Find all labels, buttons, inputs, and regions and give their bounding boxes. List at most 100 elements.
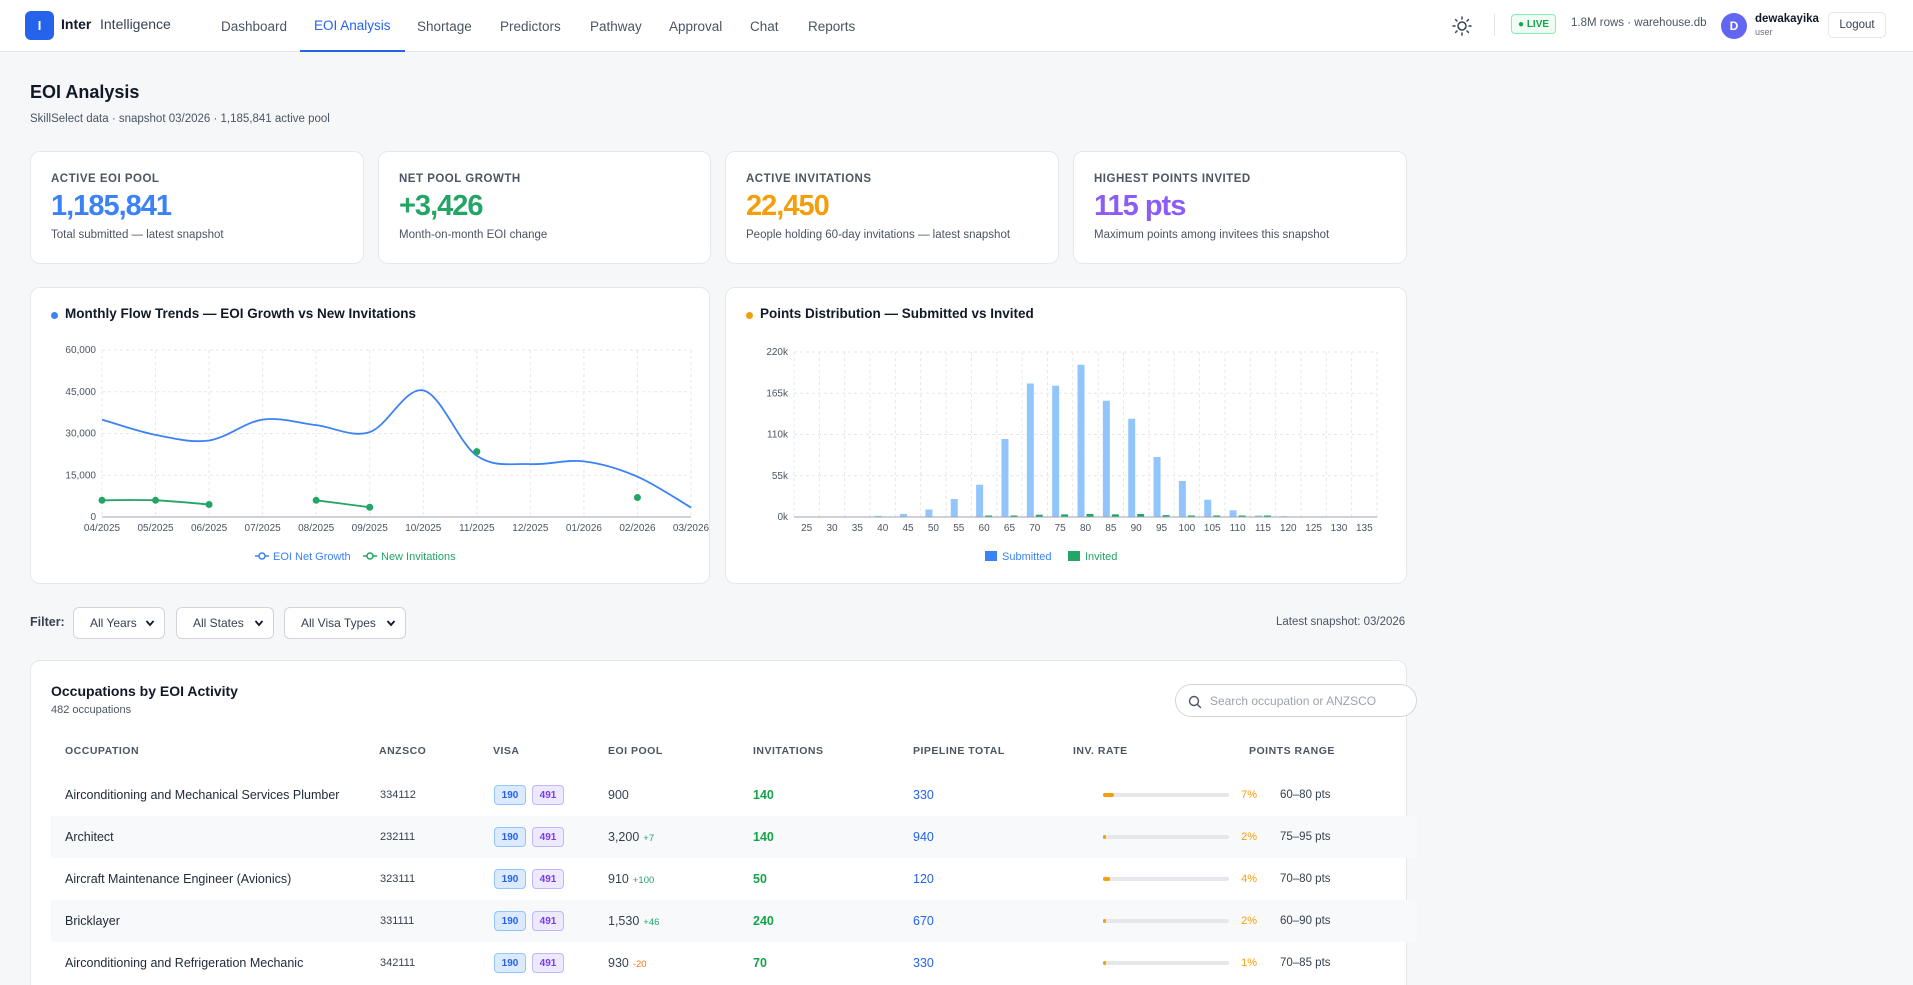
legend-label: EOI Net Growth xyxy=(273,551,351,563)
column-header-occupation[interactable]: OCCUPATION xyxy=(65,745,140,757)
bar-invited xyxy=(1213,515,1221,517)
kpi-description: Total submitted — latest snapshot xyxy=(51,229,224,241)
x-tick-label: 09/2025 xyxy=(352,523,389,534)
y-tick-label: 55k xyxy=(772,471,789,482)
x-tick-label: 35 xyxy=(852,523,864,534)
inv-rate-bar-fill xyxy=(1103,919,1107,923)
column-header-anzsco[interactable]: ANZSCO xyxy=(379,745,427,757)
occupation-cell[interactable]: Architect xyxy=(65,830,114,844)
invitations-cell: 50 xyxy=(753,872,767,886)
nav-approval[interactable]: Approval xyxy=(669,18,723,34)
bar-invited xyxy=(1162,515,1170,517)
logout-button[interactable]: Logout xyxy=(1828,12,1886,38)
x-tick-label: 05/2025 xyxy=(137,523,174,534)
occupation-cell[interactable]: Bricklayer xyxy=(65,914,120,928)
column-header-inv-rate[interactable]: INV. RATE xyxy=(1073,745,1128,757)
legend-label: Invited xyxy=(1085,551,1117,563)
nav-shortage[interactable]: Shortage xyxy=(417,18,472,34)
inv-rate-bar xyxy=(1103,877,1229,881)
occupation-cell[interactable]: Airconditioning and Refrigeration Mechan… xyxy=(65,956,304,970)
nav-dashboard[interactable]: Dashboard xyxy=(221,18,288,34)
y-tick-label: 165k xyxy=(766,388,789,399)
latest-snapshot: Latest snapshot: 03/2026 xyxy=(1276,616,1406,628)
nav-eoi-analysis[interactable]: EOI Analysis xyxy=(300,0,405,52)
pipeline-total-cell: 330 xyxy=(913,956,934,970)
state-select[interactable]: All States xyxy=(176,607,274,639)
series-line-eoi-net-growth xyxy=(101,389,692,509)
search-input[interactable] xyxy=(1210,691,1405,711)
table-row[interactable]: Bricklayer 331111 190 491 1,530 +46 240 670 2% 60… xyxy=(51,900,1417,942)
filter-label: Filter: xyxy=(30,615,65,629)
x-tick-label: 100 xyxy=(1179,523,1196,534)
table-row[interactable]: Airconditioning and Refrigeration Mechan… xyxy=(51,942,1417,984)
eoi-pool-cell: 900 xyxy=(608,788,633,802)
x-tick-label: 30 xyxy=(826,523,838,534)
x-tick-label: 85 xyxy=(1105,523,1117,534)
inv-rate-cell: 2% xyxy=(1241,915,1257,927)
y-tick-label: 220k xyxy=(766,347,789,358)
state-select-value: All States xyxy=(193,616,244,630)
kpi-description: Maximum points among invitees this snaps… xyxy=(1094,229,1330,241)
column-header-invitations[interactable]: INVITATIONS xyxy=(753,745,824,757)
bar-invited xyxy=(1061,514,1069,517)
eoi-pool-value: 3,200 xyxy=(608,830,640,844)
live-badge: ● LIVE xyxy=(1511,14,1557,34)
bar-submitted xyxy=(1077,364,1085,517)
data-point xyxy=(633,494,641,502)
kpi-value: 1,185,841 xyxy=(51,190,172,222)
theme-toggle-sun-icon[interactable] xyxy=(1451,15,1473,37)
points-distribution-chart-card: Points Distribution — Submitted vs Invit… xyxy=(725,287,1407,584)
legend-swatch xyxy=(366,552,374,560)
bar-invited xyxy=(1035,514,1043,517)
column-header-points-range[interactable]: POINTS RANGE xyxy=(1249,745,1335,757)
occupation-cell[interactable]: Aircraft Maintenance Engineer (Avionics) xyxy=(65,872,292,886)
nav-reports[interactable]: Reports xyxy=(808,18,856,34)
invitations-cell: 140 xyxy=(753,830,774,844)
visa-type-select[interactable]: All Visa Types xyxy=(284,607,406,639)
search-box[interactable] xyxy=(1175,684,1417,717)
bar-submitted xyxy=(1204,499,1212,517)
column-header-eoi-pool[interactable]: EOI POOL xyxy=(608,745,663,757)
column-header-pipeline-total[interactable]: PIPELINE TOTAL xyxy=(913,745,1005,757)
table-row[interactable]: Airconditioning and Mechanical Services … xyxy=(51,774,1417,816)
table-subtitle: 482 occupations xyxy=(51,704,132,716)
inv-rate-bar-fill xyxy=(1103,793,1115,797)
x-tick-label: 80 xyxy=(1080,523,1092,534)
kpi-label: HIGHEST POINTS INVITED xyxy=(1094,173,1251,185)
inv-rate-bar xyxy=(1103,919,1229,923)
inv-rate-cell: 4% xyxy=(1241,873,1257,885)
y-tick-label: 60,000 xyxy=(65,345,96,356)
brand-subname: Intelligence xyxy=(100,16,171,32)
x-tick-label: 115 xyxy=(1255,523,1271,534)
bar-invited xyxy=(1111,514,1119,517)
occupation-cell[interactable]: Airconditioning and Mechanical Services … xyxy=(65,788,340,802)
data-point xyxy=(152,496,160,504)
year-select[interactable]: All Years xyxy=(73,607,165,639)
table-row[interactable]: Aircraft Maintenance Engineer (Avionics)… xyxy=(51,858,1417,900)
avatar[interactable]: D xyxy=(1721,13,1747,39)
kpi-card-net-growth: NET POOL GROWTH +3,426 Month-on-month EO… xyxy=(378,151,711,264)
column-header-visa[interactable]: VISA xyxy=(493,745,520,757)
x-tick-label: 105 xyxy=(1204,523,1221,534)
nav-predictors[interactable]: Predictors xyxy=(500,18,561,34)
bar-invited xyxy=(1187,515,1195,517)
anzsco-cell: 342111 xyxy=(380,957,416,969)
visa-badge-491: 491 xyxy=(532,911,564,931)
user-role: user xyxy=(1755,27,1773,37)
eoi-pool-cell: 1,530 +46 xyxy=(608,914,659,928)
anzsco-cell: 334112 xyxy=(380,789,416,801)
x-tick-label: 10/2025 xyxy=(405,523,442,534)
logo-icon[interactable]: I xyxy=(25,11,54,40)
x-tick-label: 120 xyxy=(1280,523,1297,534)
pipeline-total-cell: 940 xyxy=(913,830,934,844)
nav-chat[interactable]: Chat xyxy=(750,18,779,34)
brand-name: Inter xyxy=(61,16,92,32)
table-row[interactable]: Architect 232111 190 491 3,200 +7 140 940 2% 75–9… xyxy=(51,816,1417,858)
nav-pathway[interactable]: Pathway xyxy=(590,18,642,34)
pipeline-total-cell: 120 xyxy=(913,872,934,886)
occupations-table-card: Occupations by EOI Activity 482 occupati… xyxy=(30,660,1417,985)
visa-badge-190: 190 xyxy=(494,953,526,973)
bar-submitted xyxy=(1052,385,1060,517)
y-tick-label: 45,000 xyxy=(65,387,96,398)
data-point xyxy=(473,448,481,456)
